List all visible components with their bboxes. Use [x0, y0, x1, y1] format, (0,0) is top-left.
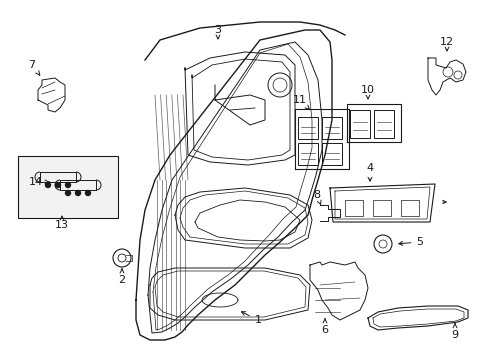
Text: 6: 6 [321, 319, 328, 335]
Text: 11: 11 [292, 95, 309, 110]
Bar [400, 200, 418, 216]
Text: 13: 13 [55, 216, 69, 230]
Bar [373, 110, 393, 138]
Text: 14: 14 [29, 177, 49, 187]
Text: 3: 3 [214, 25, 221, 39]
Text: 10: 10 [360, 85, 374, 99]
Text: 1: 1 [241, 312, 261, 325]
Circle shape [55, 183, 61, 188]
Text: 5: 5 [398, 237, 423, 247]
Text: 4: 4 [366, 163, 373, 181]
Bar [18, 156, 118, 218]
Circle shape [65, 183, 70, 188]
Circle shape [75, 190, 81, 195]
Text: 9: 9 [450, 324, 458, 340]
Bar [297, 143, 317, 165]
Text: 8: 8 [313, 190, 321, 205]
Bar [297, 117, 317, 139]
Circle shape [65, 190, 70, 195]
Bar [321, 143, 341, 165]
Bar [345, 200, 362, 216]
Text: 7: 7 [28, 60, 40, 75]
Text: 2: 2 [118, 269, 125, 285]
Bar [321, 117, 341, 139]
Bar [372, 200, 390, 216]
Text: 12: 12 [439, 37, 453, 51]
Circle shape [45, 183, 50, 188]
Circle shape [85, 190, 90, 195]
Bar [349, 110, 369, 138]
